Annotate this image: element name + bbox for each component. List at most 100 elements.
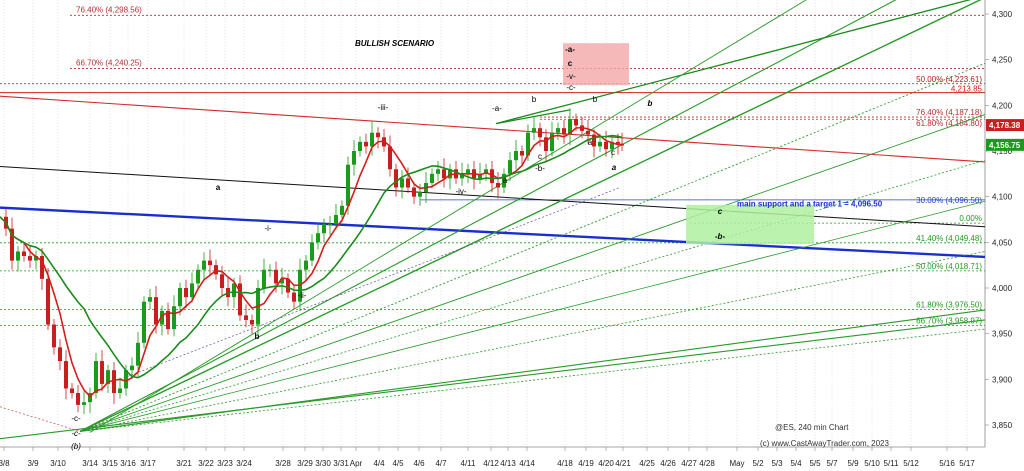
instrument-note: @ES, 240 min Chart: [775, 423, 849, 432]
candle-body: [118, 388, 122, 394]
x-tick-label: 5/5: [809, 459, 821, 468]
candle-body: [418, 192, 422, 197]
wave-label-b-red: b: [648, 99, 653, 108]
x-tick-label: 3/10: [50, 459, 66, 468]
candle-body: [490, 169, 494, 183]
candle-body: [100, 361, 104, 384]
wave-label: c: [538, 152, 542, 161]
wave-label: b: [532, 95, 537, 104]
x-tick-label: 3/22: [198, 459, 214, 468]
candle-body: [154, 297, 158, 325]
last-price-badge: [986, 138, 1024, 151]
wave-label: c: [611, 148, 615, 157]
wave-label: b: [593, 95, 598, 104]
candle-body: [148, 297, 152, 302]
candle-body: [430, 173, 434, 183]
x-tick-label: 4/5: [392, 459, 404, 468]
candle-body: [130, 365, 134, 371]
green-channel-top: [495, 0, 972, 125]
green-fan-line: [79, 114, 986, 432]
candle-body: [214, 265, 218, 275]
x-tick-label: 5/16: [939, 459, 955, 468]
candle-body: [496, 182, 500, 188]
wave-label: -c-: [566, 83, 576, 92]
grid-group: [3, 0, 968, 447]
y-tick-label: 4,300: [992, 10, 1013, 19]
fib-level-label: 66.70% (4,240.25): [76, 59, 142, 68]
candle-body: [46, 278, 50, 325]
candle-body: [310, 242, 314, 261]
x-tick-label: 4/25: [639, 459, 655, 468]
candle-body: [532, 128, 536, 133]
candle-body: [388, 146, 392, 170]
candle-body: [22, 251, 26, 257]
x-tick-label: 5/7: [826, 459, 838, 468]
green-fan-line: [79, 159, 986, 432]
last-price-label: 4,156.75: [989, 141, 1021, 150]
fib-level-label: 50.00% (4,018.71): [916, 262, 982, 271]
x-tick-label: 4/28: [699, 459, 715, 468]
red-dotted-short: [0, 406, 81, 432]
candle-body: [76, 393, 80, 405]
x-tick-label: 4/18: [557, 459, 573, 468]
x-tick-label: 4/27: [681, 459, 697, 468]
x-tick-label: 3/23: [217, 459, 233, 468]
x-tick-label: 5/10: [864, 459, 880, 468]
candle-body: [244, 315, 248, 320]
x-tick-label: 5/9: [847, 459, 859, 468]
y-tick-label: 4,150: [992, 147, 1013, 156]
y-tick-label: 3,850: [992, 421, 1013, 430]
candle-body: [460, 173, 464, 179]
red-trendline: [0, 95, 986, 163]
x-tick-label: 3/30: [315, 459, 331, 468]
green-fan-line: [79, 251, 986, 432]
green-channel-seg: [495, 109, 571, 125]
candle-body: [412, 187, 416, 197]
candle-body: [556, 128, 560, 133]
candle-body: [268, 269, 272, 271]
candle-body: [406, 178, 410, 188]
candle-body: [466, 169, 470, 174]
x-tick-label: 5/4: [790, 459, 802, 468]
candle-body: [16, 251, 20, 261]
dotted-fan-line: [119, 187, 621, 380]
green-fan-line: [79, 62, 986, 432]
x-tick-label: 4/12: [483, 459, 499, 468]
fib-level-label: 41.40% (4,049.48): [916, 234, 982, 243]
candle-body: [508, 160, 512, 174]
candles-group: [4, 108, 624, 415]
candle-body: [484, 169, 488, 174]
candle-body: [352, 151, 356, 165]
green-fan-steep: [89, 0, 807, 433]
candle-body: [478, 173, 482, 179]
candle-body: [370, 132, 374, 147]
y-tick-label: 4,000: [992, 284, 1013, 293]
x-tick-label: 4/7: [435, 459, 447, 468]
candle-body: [346, 164, 350, 206]
x-tick-label: 3/29: [297, 459, 313, 468]
candle-body: [28, 256, 32, 261]
candle-body: [358, 141, 362, 151]
candle-body: [562, 128, 566, 135]
y-tick-label: 4,050: [992, 238, 1013, 247]
candle-body: [340, 205, 344, 215]
candle-body: [502, 173, 506, 188]
candle-body: [598, 141, 602, 147]
candle-body: [208, 260, 212, 266]
candle-body: [394, 169, 398, 188]
wave-label: b: [255, 332, 260, 341]
x-tick-label: 5/17: [959, 459, 975, 468]
candle-body: [184, 288, 188, 298]
x-tick-label: 4/4: [373, 459, 385, 468]
y-tick-label: 4,250: [992, 56, 1013, 65]
candle-body: [64, 361, 68, 389]
x-tick-label: Apr: [350, 459, 363, 468]
candle-body: [550, 132, 554, 151]
candle-body: [574, 119, 578, 126]
candle-body: [292, 292, 296, 302]
candle-body: [94, 361, 98, 394]
candle-body: [178, 288, 182, 307]
wave-label: c: [568, 59, 573, 68]
x-tick-label: May: [729, 459, 744, 468]
x-tick-label: 4/20: [598, 459, 614, 468]
